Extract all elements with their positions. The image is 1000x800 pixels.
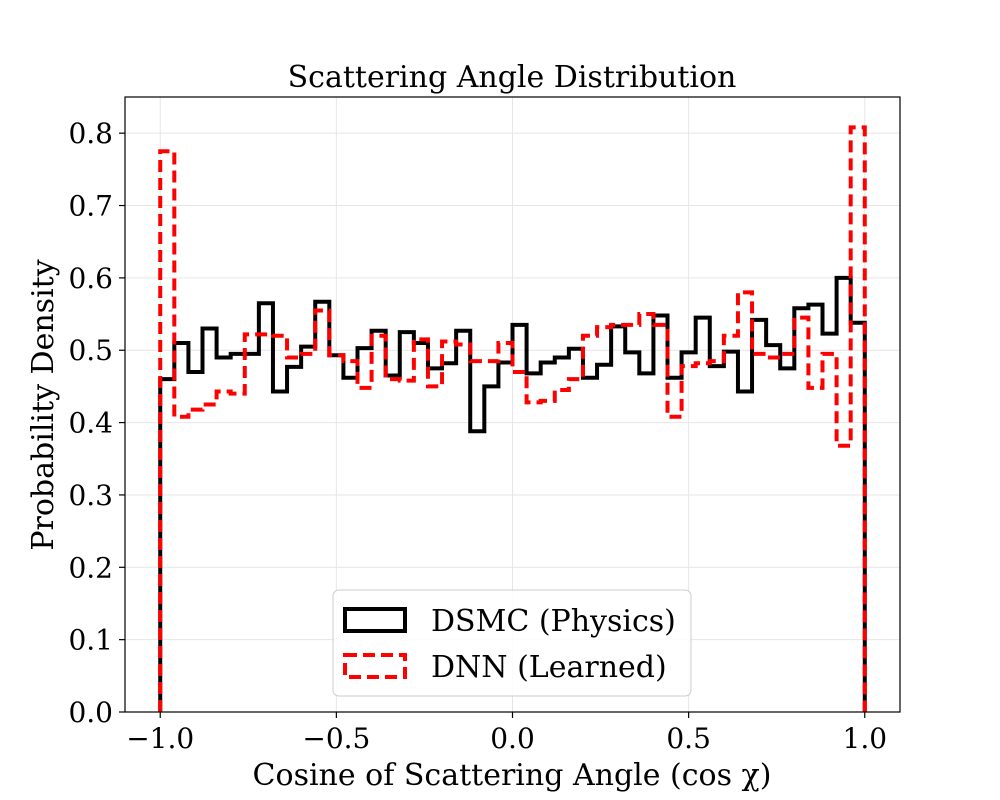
x-tick-label: −1.0	[126, 722, 194, 755]
y-tick-label: 0.8	[68, 117, 113, 150]
legend-swatch-dsmc	[343, 607, 407, 633]
y-tick-label: 0.5	[68, 334, 113, 367]
chart-title: Scattering Angle Distribution	[288, 60, 737, 95]
legend-swatch-dnn	[343, 653, 407, 679]
legend-frame	[332, 589, 692, 697]
x-tick-label: −0.5	[302, 722, 370, 755]
series-dsmc-step	[158, 275, 867, 712]
y-tick-label: 0.1	[68, 624, 113, 657]
y-axis-label: Probability Density	[26, 259, 61, 550]
legend-label-dnn: DNN (Learned)	[431, 650, 667, 685]
x-axis-label: Cosine of Scattering Angle (cos χ)	[253, 758, 772, 793]
legend: DSMC (Physics) DNN (Learned)	[332, 589, 692, 697]
y-axis-ticks: 0.0 0.1 0.2 0.3 0.4 0.5 0.6 0.7 0.8	[68, 117, 125, 729]
y-tick-label: 0.4	[68, 407, 113, 440]
series-layer	[158, 125, 867, 712]
series-dnn-step	[158, 125, 867, 712]
legend-label-dsmc: DSMC (Physics)	[431, 604, 676, 639]
x-tick-label: 1.0	[843, 722, 888, 755]
y-tick-label: 0.2	[68, 551, 113, 584]
x-axis-ticks: −1.0 −0.5 0.0 0.5 1.0	[126, 712, 887, 755]
x-tick-label: 0.5	[666, 722, 711, 755]
y-tick-label: 0.6	[68, 262, 113, 295]
y-tick-label: 0.0	[68, 696, 113, 729]
x-tick-label: 0.0	[490, 722, 535, 755]
y-tick-label: 0.3	[68, 479, 113, 512]
y-tick-label: 0.7	[68, 190, 113, 223]
